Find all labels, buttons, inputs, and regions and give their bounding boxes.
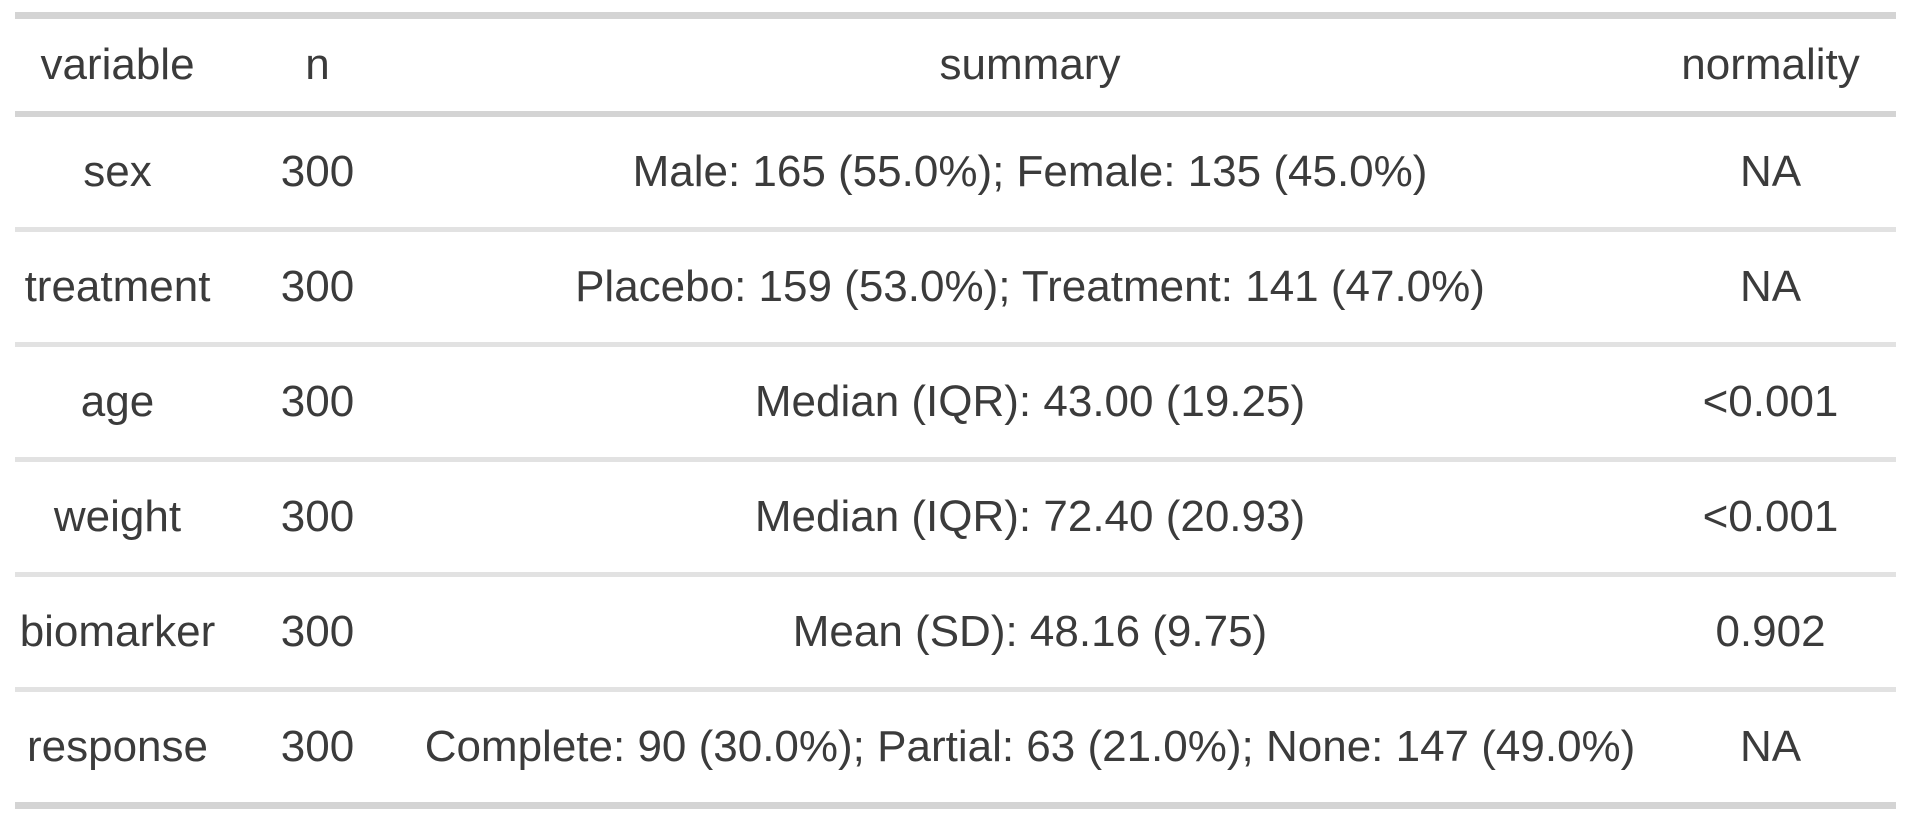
cell-n: 300 bbox=[280, 722, 355, 771]
cell-n: 300 bbox=[220, 344, 415, 462]
cell-n: 300 bbox=[220, 229, 415, 347]
cell-normality: <0.001 bbox=[1645, 459, 1896, 577]
column-header-summary: summary bbox=[415, 15, 1645, 117]
table-row: weight 300 Median (IQR): 72.40 (20.93) <… bbox=[15, 459, 1896, 577]
cell-normality: NA bbox=[1739, 722, 1802, 771]
table-row: age 300 Median (IQR): 43.00 (19.25) <0.0… bbox=[15, 344, 1896, 462]
header-row: variable n summary normality bbox=[15, 15, 1896, 117]
column-header-normality: normality bbox=[1645, 15, 1896, 117]
cell-summary: Mean (SD): 48.16 (9.75) bbox=[415, 574, 1645, 692]
cell-summary: Complete: 90 (30.0%); Partial: 63 (21.0%… bbox=[424, 722, 1636, 771]
table-body: sex 300 Male: 165 (55.0%); Female: 135 (… bbox=[15, 114, 1896, 806]
table-row: sex 300 Male: 165 (55.0%); Female: 135 (… bbox=[15, 114, 1896, 232]
cell-n: 300 bbox=[220, 114, 415, 232]
summary-table: variable n summary normality sex 300 Mal… bbox=[15, 12, 1896, 809]
column-header-n: n bbox=[220, 15, 415, 117]
table-row: biomarker 300 Mean (SD): 48.16 (9.75) 0.… bbox=[15, 574, 1896, 692]
cell-variable: biomarker bbox=[15, 574, 220, 692]
cell-normality: 0.902 bbox=[1645, 574, 1896, 692]
cell-n: 300 bbox=[220, 574, 415, 692]
cell-n: 300 bbox=[220, 459, 415, 577]
cell-variable: sex bbox=[15, 114, 220, 232]
table-row: response 300 Complete: 90 (30.0%); Parti… bbox=[15, 690, 1896, 806]
cell-variable: age bbox=[15, 344, 220, 462]
column-header-variable: variable bbox=[15, 15, 220, 117]
table-header: variable n summary normality bbox=[15, 15, 1896, 117]
cell-variable: treatment bbox=[15, 229, 220, 347]
cell-summary: Male: 165 (55.0%); Female: 135 (45.0%) bbox=[415, 114, 1645, 232]
cell-summary: Median (IQR): 72.40 (20.93) bbox=[415, 459, 1645, 577]
table-row: treatment 300 Placebo: 159 (53.0%); Trea… bbox=[15, 229, 1896, 347]
cell-normality: NA bbox=[1645, 229, 1896, 347]
cell-variable: weight bbox=[15, 459, 220, 577]
cell-summary: Median (IQR): 43.00 (19.25) bbox=[415, 344, 1645, 462]
cell-variable: response bbox=[26, 722, 208, 771]
cell-summary: Placebo: 159 (53.0%); Treatment: 141 (47… bbox=[415, 229, 1645, 347]
cell-normality: <0.001 bbox=[1645, 344, 1896, 462]
cell-normality: NA bbox=[1645, 114, 1896, 232]
